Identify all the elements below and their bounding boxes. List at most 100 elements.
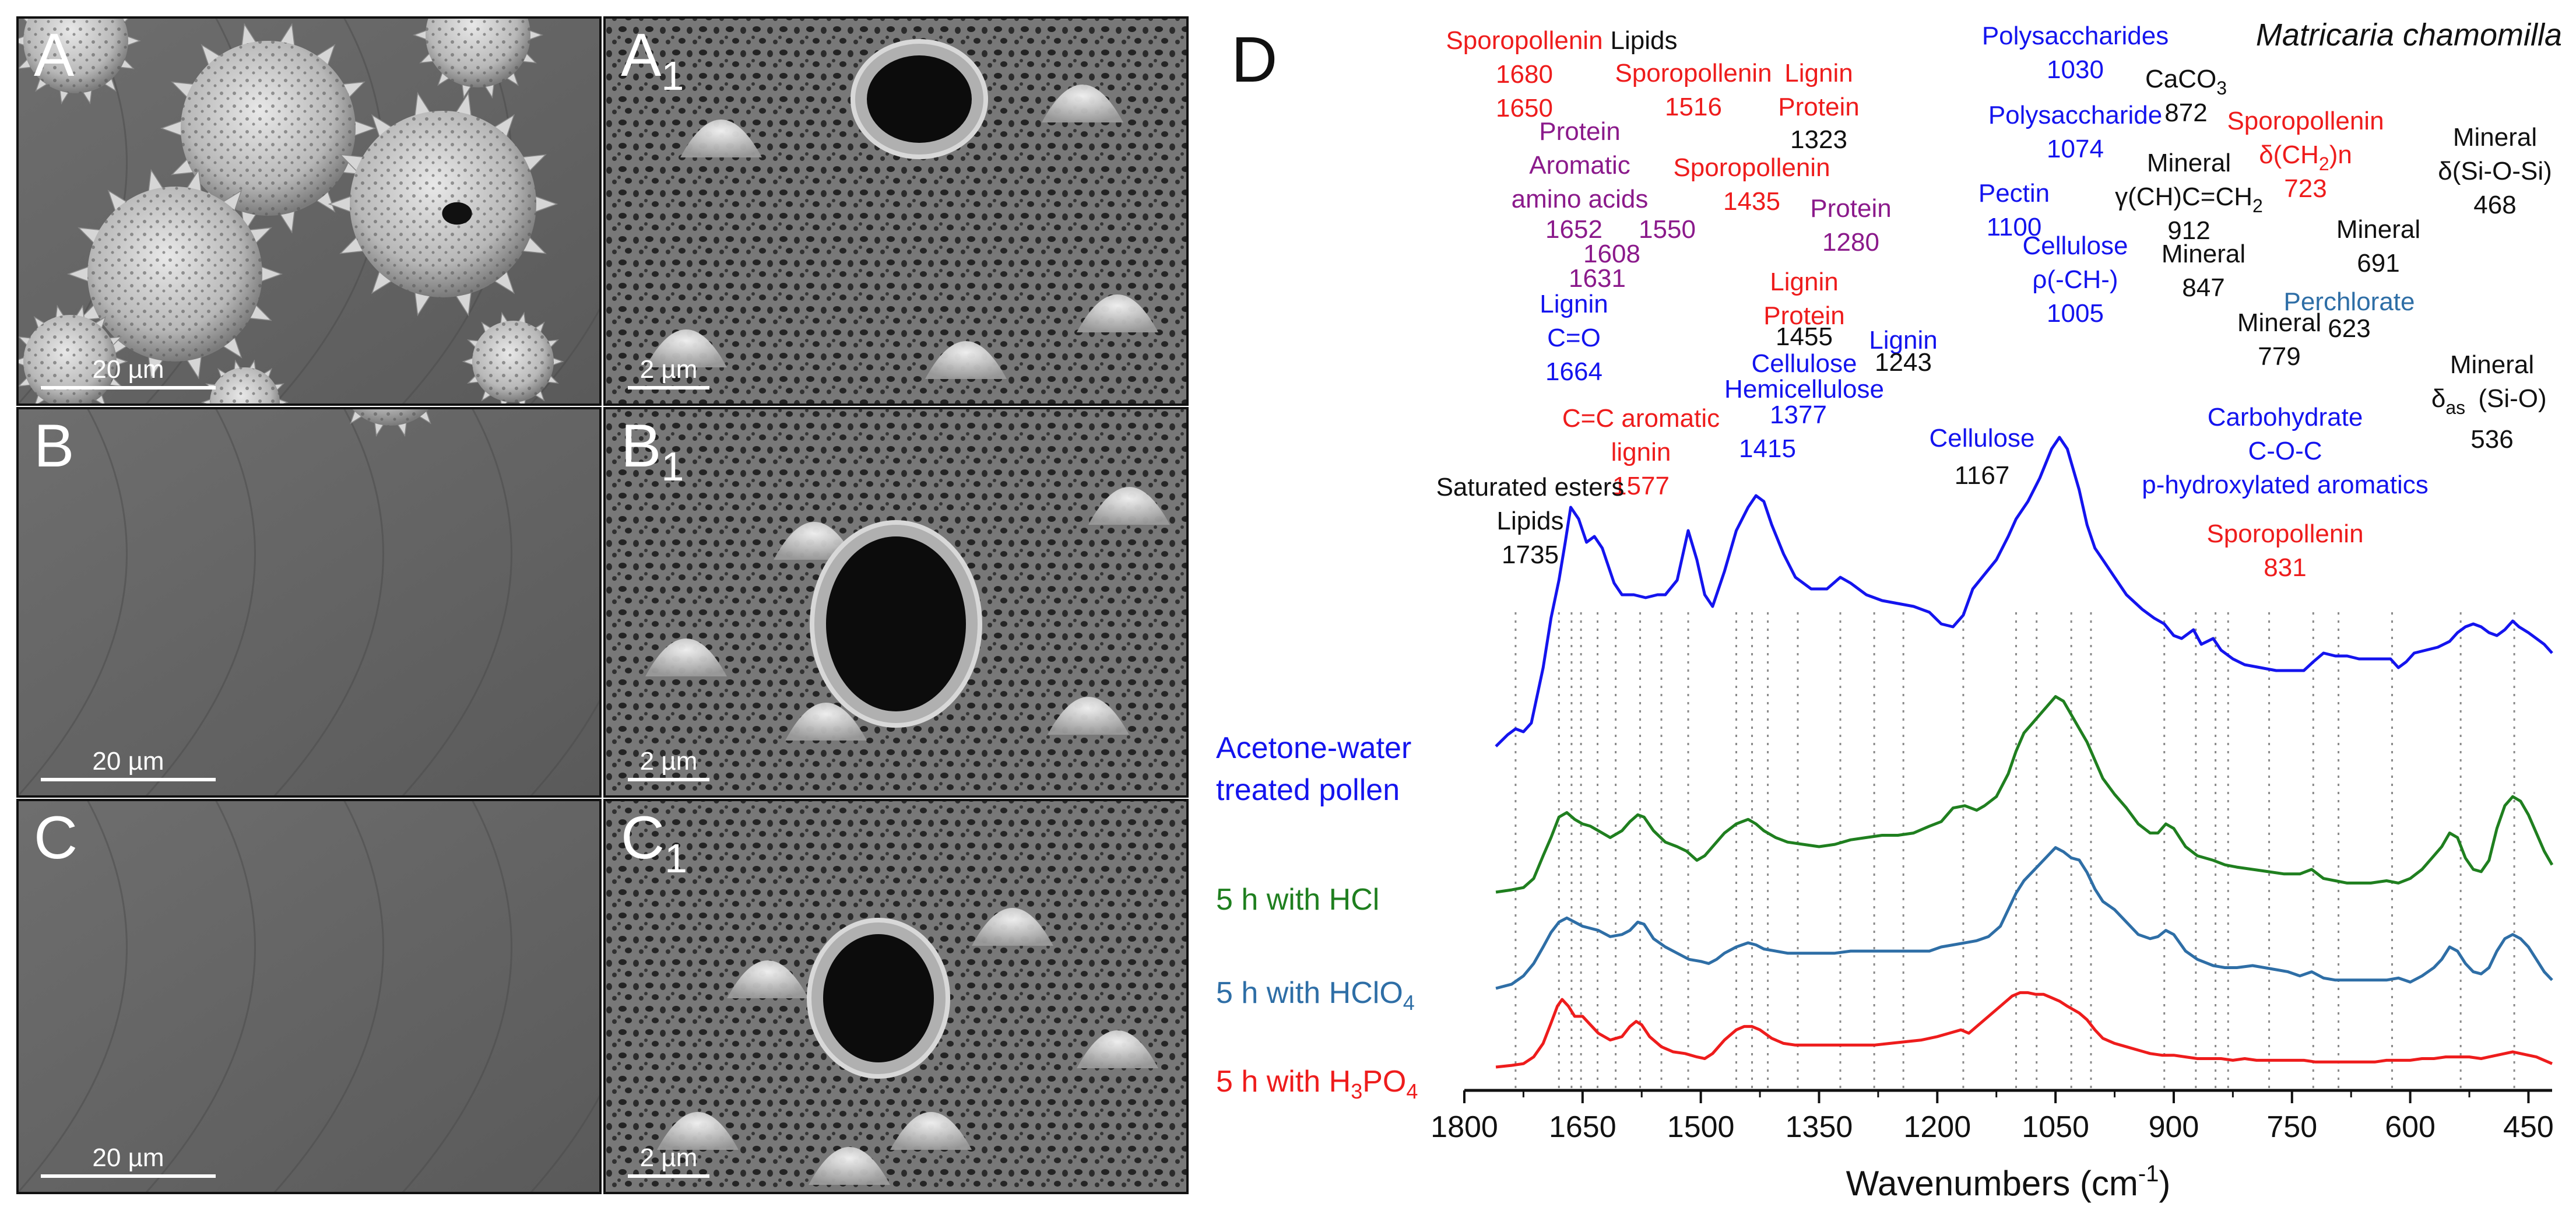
- annotation-1243: 1243: [1875, 348, 1932, 377]
- scale-bar-label: 2 µm: [640, 747, 698, 776]
- annotation-1577: C=C aromatic lignin 1577: [1562, 404, 1720, 500]
- grain-spines: [160, 23, 377, 234]
- annotation-text: (Si-O): [2478, 384, 2546, 413]
- annotation-1323: Lignin Protein: [1778, 59, 1859, 121]
- spectrum-5-h-with-hcl: [1495, 695, 2554, 894]
- annotation-text: ρ(-CH-): [2032, 265, 2118, 294]
- annotation-text: 1516: [1665, 93, 1722, 121]
- annotation-text: Sporopollenin: [2206, 520, 2363, 548]
- x-tick-label: 450: [2503, 1110, 2554, 1144]
- annotation-1005: Cellulose ρ(-CH-) 1005: [2023, 231, 2128, 328]
- annotation-text: 1735: [1502, 541, 1559, 569]
- aperture-hole: [826, 536, 966, 711]
- x-axis-label: Wavenumbers (cm-1): [1846, 1161, 2171, 1203]
- x-tick-label: 1050: [2022, 1110, 2089, 1144]
- annotation-text: amino acids: [1512, 185, 1649, 213]
- annotation-1167: Cellulose: [1930, 424, 2035, 452]
- annotation-text: δ(CH2)n: [2259, 141, 2352, 174]
- substrate-crease: [17, 800, 128, 1193]
- annotation-sub: 3: [2216, 78, 2227, 99]
- x-tick-label: 1350: [1786, 1110, 1853, 1144]
- spine-base: [1088, 487, 1170, 525]
- spine-base: [774, 522, 855, 560]
- annotation-text: Protein: [1778, 93, 1859, 121]
- annotation-text: 847: [2182, 273, 2224, 302]
- annotation-text: 1074: [2047, 135, 2104, 163]
- aperture-hole: [867, 55, 972, 143]
- annotation-text: 1680: [1496, 60, 1553, 89]
- legend-entry: 5 h with HCl: [1216, 883, 1379, 917]
- spine-base: [727, 960, 809, 998]
- substrate-crease: [273, 408, 384, 797]
- x-tick-label: 750: [2266, 1110, 2317, 1144]
- pollen-grain: [201, 359, 289, 405]
- pollen-grain: [328, 92, 558, 317]
- annotation-sub: as: [2445, 397, 2465, 418]
- annotation-sub: 2: [2252, 195, 2263, 216]
- grain-pores: [210, 367, 280, 405]
- annotation-text: 1323: [1790, 125, 1847, 154]
- annotation-text: Lignin: [1869, 326, 1937, 355]
- x-axis-label-close: ): [2159, 1164, 2170, 1203]
- x-tick-label: 600: [2385, 1110, 2436, 1144]
- spectrum-5-h-with-h3po4: [1495, 991, 2553, 1069]
- annotation-1030: Polysaccharides 1030: [1982, 22, 2169, 84]
- panel-letter-d: D: [1231, 24, 1277, 96]
- annotation-1280: Protein 1280: [1810, 194, 1891, 257]
- annotation-text: 1631: [1569, 264, 1626, 293]
- annotation-text: 1608: [1583, 240, 1640, 268]
- grain-pores: [181, 41, 356, 216]
- spine-base: [680, 120, 762, 157]
- annotation-1455: Lignin Protein: [1763, 268, 1844, 330]
- legend-sub: 3: [1351, 1079, 1362, 1103]
- substrate-crease: [401, 800, 512, 1193]
- pollen-grain: [17, 17, 142, 105]
- grain-pores: [426, 17, 530, 87]
- panel-border: [603, 407, 1189, 798]
- spectrum-5-h-with-hclo4: [1495, 846, 2553, 990]
- annotation-text: 1280: [1822, 228, 1879, 257]
- grain-pores: [351, 408, 430, 426]
- annotation-1435: Sporopollenin 1435: [1673, 153, 1830, 216]
- spine-base: [1042, 85, 1123, 122]
- grain-spines: [412, 17, 544, 99]
- annotation-text: Cellulose: [1752, 349, 1857, 378]
- annotation-1167: 1167: [1955, 461, 2010, 490]
- substrate-crease: [401, 408, 512, 797]
- annotation-text: Sporopollenin: [1673, 153, 1830, 182]
- annotation-part: )n: [2329, 141, 2352, 169]
- substrate-crease: [273, 800, 384, 1193]
- annotation-text: 536: [2470, 425, 2513, 454]
- panel-letter-sub: 1: [661, 444, 684, 489]
- sem-panel-a: A 20 µm: [16, 16, 602, 406]
- annotation-text: Mineral: [2450, 350, 2534, 379]
- annotation-1074: Polysaccharide 1074: [1988, 101, 2162, 163]
- annotation-1516: Sporopollenin 1516: [1615, 59, 1772, 121]
- annotation-text: Lignin: [1540, 290, 1608, 318]
- sem-panel-b: B 20 µm: [16, 407, 602, 798]
- annotation-text: Mineral: [2237, 308, 2321, 337]
- annotation-623: Perchlorate: [2283, 287, 2415, 316]
- annotation-1550: 1550: [1639, 215, 1696, 244]
- scale-bar: [628, 386, 709, 390]
- sem-background: [17, 408, 600, 797]
- panel-border: [16, 16, 602, 406]
- annotation-text: 1100: [1987, 213, 2042, 241]
- spine-base: [809, 1147, 890, 1185]
- substrate-crease: [529, 408, 600, 797]
- annotation-text: Protein: [1539, 117, 1620, 146]
- spectrum-acetone-water-treated-pollen: [1495, 436, 2553, 748]
- species-title: Matricaria chamomilla: [2256, 17, 2562, 52]
- legend-entry-line2: treated pollen: [1216, 773, 1400, 807]
- annotation-text: Aromatic: [1529, 151, 1630, 180]
- legend-sub: 4: [1403, 991, 1415, 1015]
- annotation-text: 1650: [1496, 94, 1553, 122]
- annotation-1516: Lipids: [1611, 26, 1678, 55]
- sem-panel-a1: A12 µm: [603, 16, 1189, 406]
- annotation-1735: Saturated esters Lipids 1735: [1436, 473, 1625, 569]
- annotation-text: Mineral: [2336, 215, 2420, 244]
- annotation-847: Mineral 847: [2162, 240, 2245, 302]
- legend-entry: 5 h with HClO4: [1216, 976, 1415, 1015]
- substrate-crease: [145, 408, 256, 797]
- annotation-779: Mineral 779: [2237, 308, 2321, 371]
